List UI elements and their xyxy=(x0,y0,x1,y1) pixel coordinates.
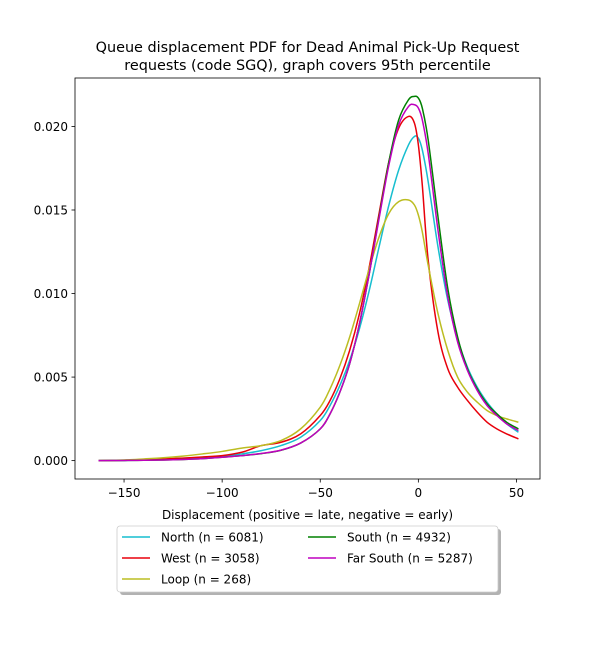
x-tick-label: −100 xyxy=(206,486,239,500)
series-line-south xyxy=(98,95,519,462)
series-line-north xyxy=(98,135,519,462)
x-tick-label: −150 xyxy=(108,486,141,500)
chart-title-line-2: requests (code SGQ), graph covers 95th p… xyxy=(124,58,491,74)
legend-items: North (n = 6081) West (n = 3058) Loop (n =… xyxy=(122,530,473,586)
series-line-west xyxy=(98,115,519,462)
x-tick-label: −50 xyxy=(308,486,333,500)
legend: North (n = 6081) West (n = 3058) Loop (n =… xyxy=(116,525,501,595)
chart-title-line-1: Queue displacement PDF for Dead Animal P… xyxy=(96,40,520,56)
y-axis: 0.000 0.005 0.010 0.015 0.020 xyxy=(34,120,75,468)
y-tick-label: 0.020 xyxy=(34,120,68,134)
x-tick-label: 0 xyxy=(415,486,423,500)
plot-frame xyxy=(74,77,541,480)
series-line-far-south xyxy=(98,103,519,462)
x-tick-label: 50 xyxy=(509,486,524,500)
series-line-loop xyxy=(98,198,519,462)
y-tick-label: 0.010 xyxy=(34,287,68,301)
legend-label-loop: Loop (n = 268) xyxy=(161,572,251,586)
y-tick-label: 0.005 xyxy=(34,370,68,384)
legend-label-far-south: Far South (n = 5287) xyxy=(347,551,473,565)
x-axis-label: Displacement (positive = late, negative … xyxy=(162,508,453,522)
y-tick-label: 0.000 xyxy=(34,454,68,468)
chart-title: Queue displacement PDF for Dead Animal P… xyxy=(96,40,520,74)
legend-label-west: West (n = 3058) xyxy=(161,551,260,565)
legend-box xyxy=(116,525,499,593)
x-axis: −150 −100 −50 0 50 xyxy=(108,479,524,500)
legend-label-north: North (n = 6081) xyxy=(161,530,264,544)
series-layer xyxy=(98,95,519,462)
legend-label-south: South (n = 4932) xyxy=(347,530,451,544)
y-tick-label: 0.015 xyxy=(34,203,68,217)
